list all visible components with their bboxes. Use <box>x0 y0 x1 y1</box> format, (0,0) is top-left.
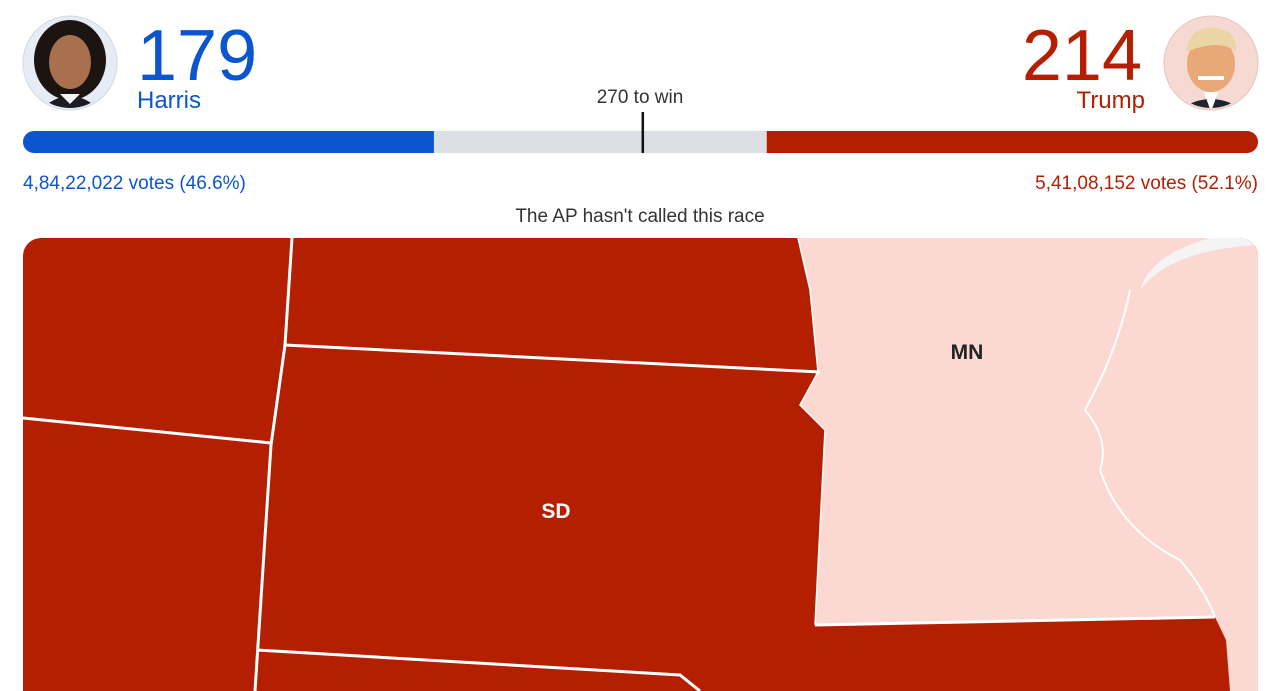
trump-name: Trump <box>1077 87 1145 114</box>
trump-avatar <box>1163 15 1259 111</box>
harris-avatar <box>22 15 118 111</box>
trump-bar <box>766 131 1258 153</box>
threshold-label: 270 to win <box>597 87 684 108</box>
progress-bar <box>23 112 1258 153</box>
state-label: SD <box>541 500 570 523</box>
harris-electoral-votes: 179 <box>137 16 257 96</box>
harris-popular-vote: 4,84,22,022 votes (46.6%) <box>23 173 246 194</box>
trump-popular-vote: 5,41,08,152 votes (52.1%) <box>1035 173 1258 194</box>
state-label: MN <box>951 341 984 364</box>
trump-electoral-votes: 214 <box>1022 16 1142 96</box>
map: MN SD <box>23 238 1258 691</box>
harris-bar <box>23 131 434 153</box>
harris-name: Harris <box>137 87 201 114</box>
race-status: The AP hasn't called this race <box>515 206 764 227</box>
